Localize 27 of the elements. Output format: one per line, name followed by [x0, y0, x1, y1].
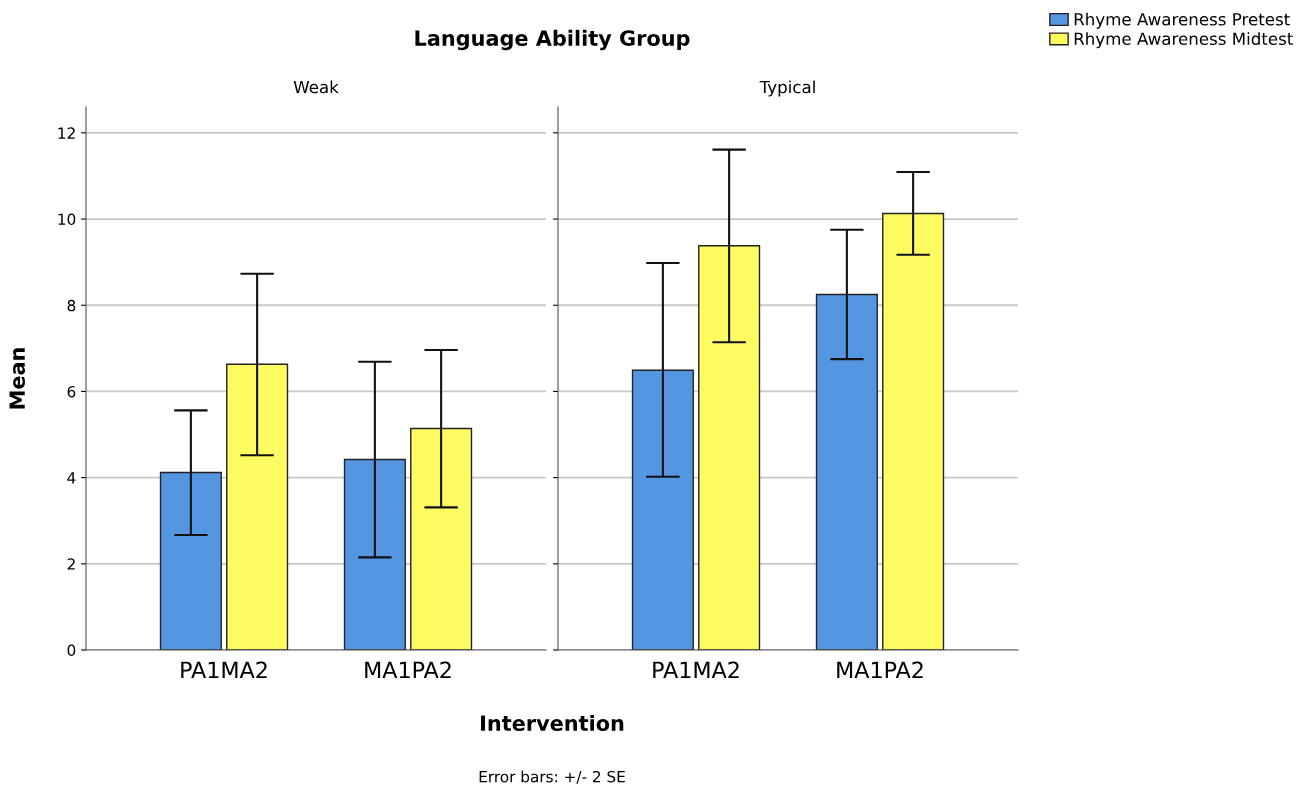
- x-tick-label: MA1PA2: [837, 661, 923, 678]
- y-tick-label: 0: [67, 644, 76, 657]
- y-tick-label: 6: [67, 385, 76, 398]
- legend-label: Rhyme Awareness Midtest: [1074, 32, 1293, 49]
- y-tick-label: 4: [67, 472, 76, 484]
- bar: [882, 212, 945, 650]
- y-tick-label: 10: [58, 213, 76, 226]
- x-tick-label: PA1MA2: [181, 661, 267, 678]
- text: Error bars: +/- 2 SE: [479, 770, 625, 784]
- chart-subtitle: Typical: [759, 80, 815, 97]
- x-tick-label: MA1PA2: [365, 661, 451, 678]
- chart-title: Language Ability Group: [415, 29, 690, 51]
- y-tick-label: 8: [67, 299, 76, 312]
- y-tick-label: 2: [67, 558, 75, 570]
- y-tick-label: 12: [58, 127, 75, 139]
- bar: [226, 363, 289, 650]
- y-axis-title: Mean: [9, 348, 26, 409]
- bar: [410, 427, 473, 650]
- legend-label: Rhyme Awareness Pretest: [1074, 12, 1290, 29]
- bar: [631, 369, 694, 650]
- x-axis-title: Intervention: [481, 714, 624, 732]
- bar: [343, 458, 406, 650]
- bar: [698, 245, 761, 650]
- bar: [815, 293, 878, 650]
- x-tick-label: PA1MA2: [653, 661, 739, 678]
- bar: [159, 471, 222, 650]
- chart-subtitle: Weak: [293, 80, 339, 94]
